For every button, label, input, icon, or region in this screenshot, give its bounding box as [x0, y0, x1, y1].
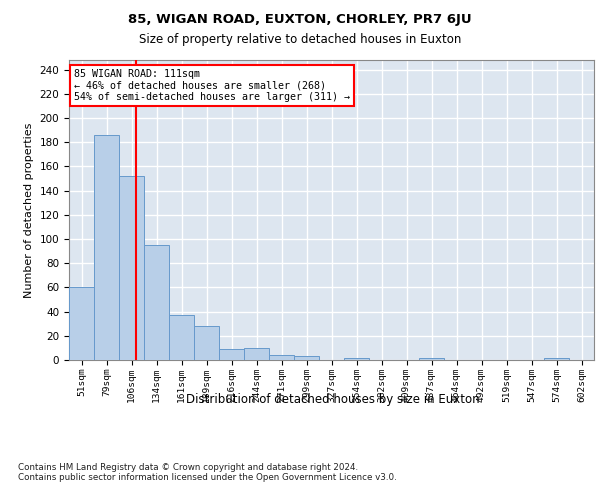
Text: 85, WIGAN ROAD, EUXTON, CHORLEY, PR7 6JU: 85, WIGAN ROAD, EUXTON, CHORLEY, PR7 6JU — [128, 12, 472, 26]
Bar — [194, 326, 219, 360]
Y-axis label: Number of detached properties: Number of detached properties — [24, 122, 34, 298]
Bar — [269, 355, 294, 360]
Bar — [169, 315, 194, 360]
Bar — [244, 348, 269, 360]
Bar — [544, 358, 569, 360]
Text: Size of property relative to detached houses in Euxton: Size of property relative to detached ho… — [139, 32, 461, 46]
Bar — [144, 245, 169, 360]
Bar — [419, 358, 444, 360]
Bar — [344, 358, 369, 360]
Text: Contains HM Land Registry data © Crown copyright and database right 2024.
Contai: Contains HM Land Registry data © Crown c… — [18, 462, 397, 482]
Text: 85 WIGAN ROAD: 111sqm
← 46% of detached houses are smaller (268)
54% of semi-det: 85 WIGAN ROAD: 111sqm ← 46% of detached … — [74, 69, 350, 102]
Bar — [69, 288, 94, 360]
Bar — [94, 135, 119, 360]
Bar — [294, 356, 319, 360]
Bar — [219, 349, 244, 360]
Bar — [119, 176, 144, 360]
Text: Distribution of detached houses by size in Euxton: Distribution of detached houses by size … — [186, 392, 480, 406]
